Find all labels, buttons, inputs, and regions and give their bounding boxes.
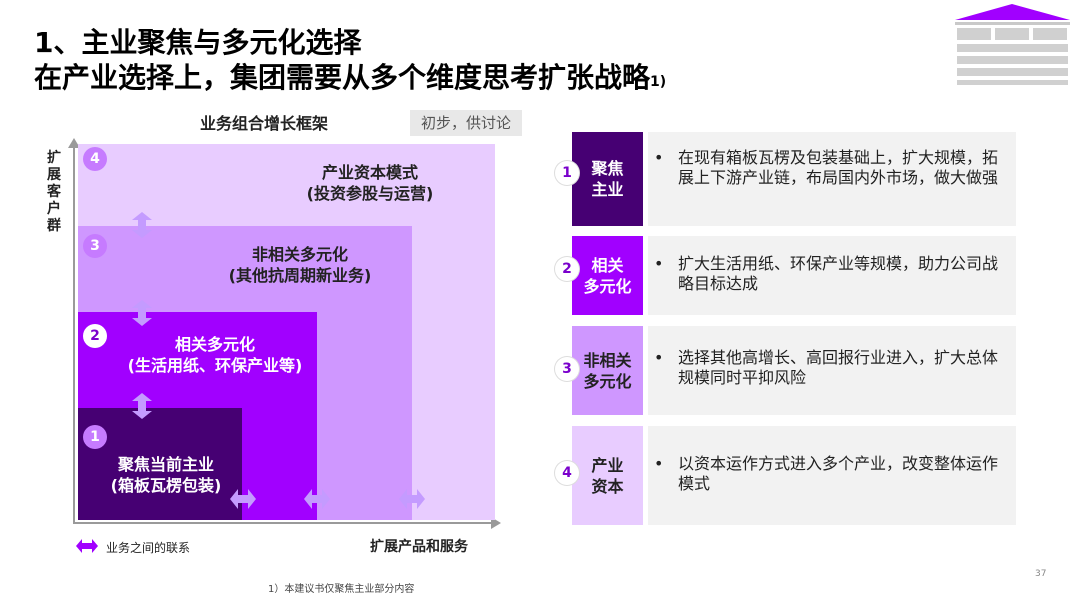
row-1-label-line1: 聚焦	[591, 159, 624, 178]
legend-arrow-icon	[76, 538, 98, 558]
row-1-label-line2: 主业	[591, 180, 624, 199]
title-footnote-mark: 1)	[650, 74, 667, 90]
level-4-badge: 4	[83, 147, 107, 171]
row-3-label-line2: 多元化	[583, 371, 632, 391]
link-arrow-icon	[131, 393, 153, 423]
row-3-badge: 3	[555, 357, 579, 381]
discussion-tag: 初步，供讨论	[410, 110, 522, 136]
level-3-name: 非相关多元化	[251, 245, 348, 264]
row-1-label-box: 聚焦 主业	[572, 132, 643, 226]
x-axis	[73, 522, 493, 524]
page-subtitle: 在产业选择上，集团需要从多个维度思考扩张战略1)	[34, 61, 666, 95]
level-3-badge: 3	[83, 234, 107, 258]
row-1-description: 在现有箱板瓦楞及包装基础上，扩大规模，拓展上下游产业链，布局国内外市场，做大做强	[678, 148, 999, 187]
level-3-detail: (其他抗周期新业务)	[228, 266, 372, 285]
building-icon	[955, 4, 1070, 86]
row-4-badge: 4	[555, 461, 579, 485]
row-4-description-box: • 以资本运作方式进入多个产业，改变整体运作模式	[648, 426, 1016, 525]
row-4-label-line1: 产业	[591, 455, 624, 475]
level-4-label: 产业资本模式 (投资参股与运营)	[270, 162, 470, 204]
row-1-label: 聚焦 主业	[572, 158, 643, 200]
bullet-icon: •	[654, 454, 664, 473]
level-4-detail: (投资参股与运营)	[306, 184, 434, 203]
link-arrow-icon	[399, 488, 425, 514]
title-line-2: 在产业选择上，集团需要从多个维度思考扩张战略	[34, 61, 651, 94]
row-2-label-box: 相关 多元化	[572, 236, 643, 315]
link-arrow-icon	[230, 488, 256, 514]
row-3-label: 非相关 多元化	[572, 350, 643, 392]
row-1-description-box: • 在现有箱板瓦楞及包装基础上，扩大规模，拓展上下游产业链，布局国内外市场，做大…	[648, 132, 1016, 226]
row-2-label-line2: 多元化	[583, 276, 632, 296]
bullet-icon: •	[654, 254, 664, 273]
page-title: 1、主业聚焦与多元化选择	[34, 26, 361, 60]
link-arrow-icon	[304, 488, 330, 514]
row-4-label-line2: 资本	[591, 476, 624, 496]
row-4-label: 产业 资本	[572, 455, 643, 497]
level-1-badge: 1	[83, 425, 107, 449]
row-2-badge: 2	[555, 257, 579, 281]
row-3-label-box: 非相关 多元化	[572, 326, 643, 415]
bullet-icon: •	[654, 148, 664, 167]
row-4-label-box: 产业 资本	[572, 426, 643, 525]
chart-title: 业务组合增长框架	[200, 114, 329, 133]
bullet-icon: •	[654, 348, 664, 367]
level-1-name: 聚焦当前主业	[117, 455, 214, 474]
level-3-label: 非相关多元化 (其他抗周期新业务)	[200, 244, 400, 286]
level-1-box	[78, 408, 242, 520]
row-4-description: 以资本运作方式进入多个产业，改变整体运作模式	[678, 454, 999, 493]
level-1-label: 聚焦当前主业 (箱板瓦楞包装)	[96, 454, 236, 496]
level-1-detail: (箱板瓦楞包装)	[110, 476, 222, 495]
link-arrow-icon	[131, 300, 153, 330]
row-3-label-line1: 非相关	[583, 350, 632, 370]
y-axis	[73, 146, 75, 524]
title-line-1: 1、主业聚焦与多元化选择	[34, 26, 362, 59]
row-2-label: 相关 多元化	[572, 255, 643, 297]
row-1-badge: 1	[555, 161, 579, 185]
level-4-name: 产业资本模式	[321, 163, 418, 182]
x-axis-label: 扩展产品和服务	[370, 539, 468, 555]
row-3-description-box: • 选择其他高增长、高回报行业进入，扩大总体规模同时平抑风险	[648, 326, 1016, 415]
y-axis-arrow-icon	[68, 138, 80, 148]
row-2-label-line1: 相关	[591, 255, 624, 275]
y-axis-label: 扩展客户群	[47, 150, 61, 234]
legend-label: 业务之间的联系	[106, 541, 191, 555]
level-2-label: 相关多元化 (生活用纸、环保产业等)	[100, 334, 330, 376]
level-2-detail: (生活用纸、环保产业等)	[127, 356, 303, 375]
footnote: 1）本建议书仅聚焦主业部分内容	[268, 584, 415, 595]
row-3-description: 选择其他高增长、高回报行业进入，扩大总体规模同时平抑风险	[678, 348, 999, 387]
link-arrow-icon	[131, 212, 153, 242]
x-axis-arrow-icon	[491, 517, 501, 529]
row-2-description-box: • 扩大生活用纸、环保产业等规模，助力公司战略目标达成	[648, 236, 1016, 315]
page-number: 37	[1035, 569, 1047, 579]
row-2-description: 扩大生活用纸、环保产业等规模，助力公司战略目标达成	[678, 254, 999, 293]
level-2-name: 相关多元化	[174, 335, 255, 354]
level-2-badge: 2	[83, 324, 107, 348]
